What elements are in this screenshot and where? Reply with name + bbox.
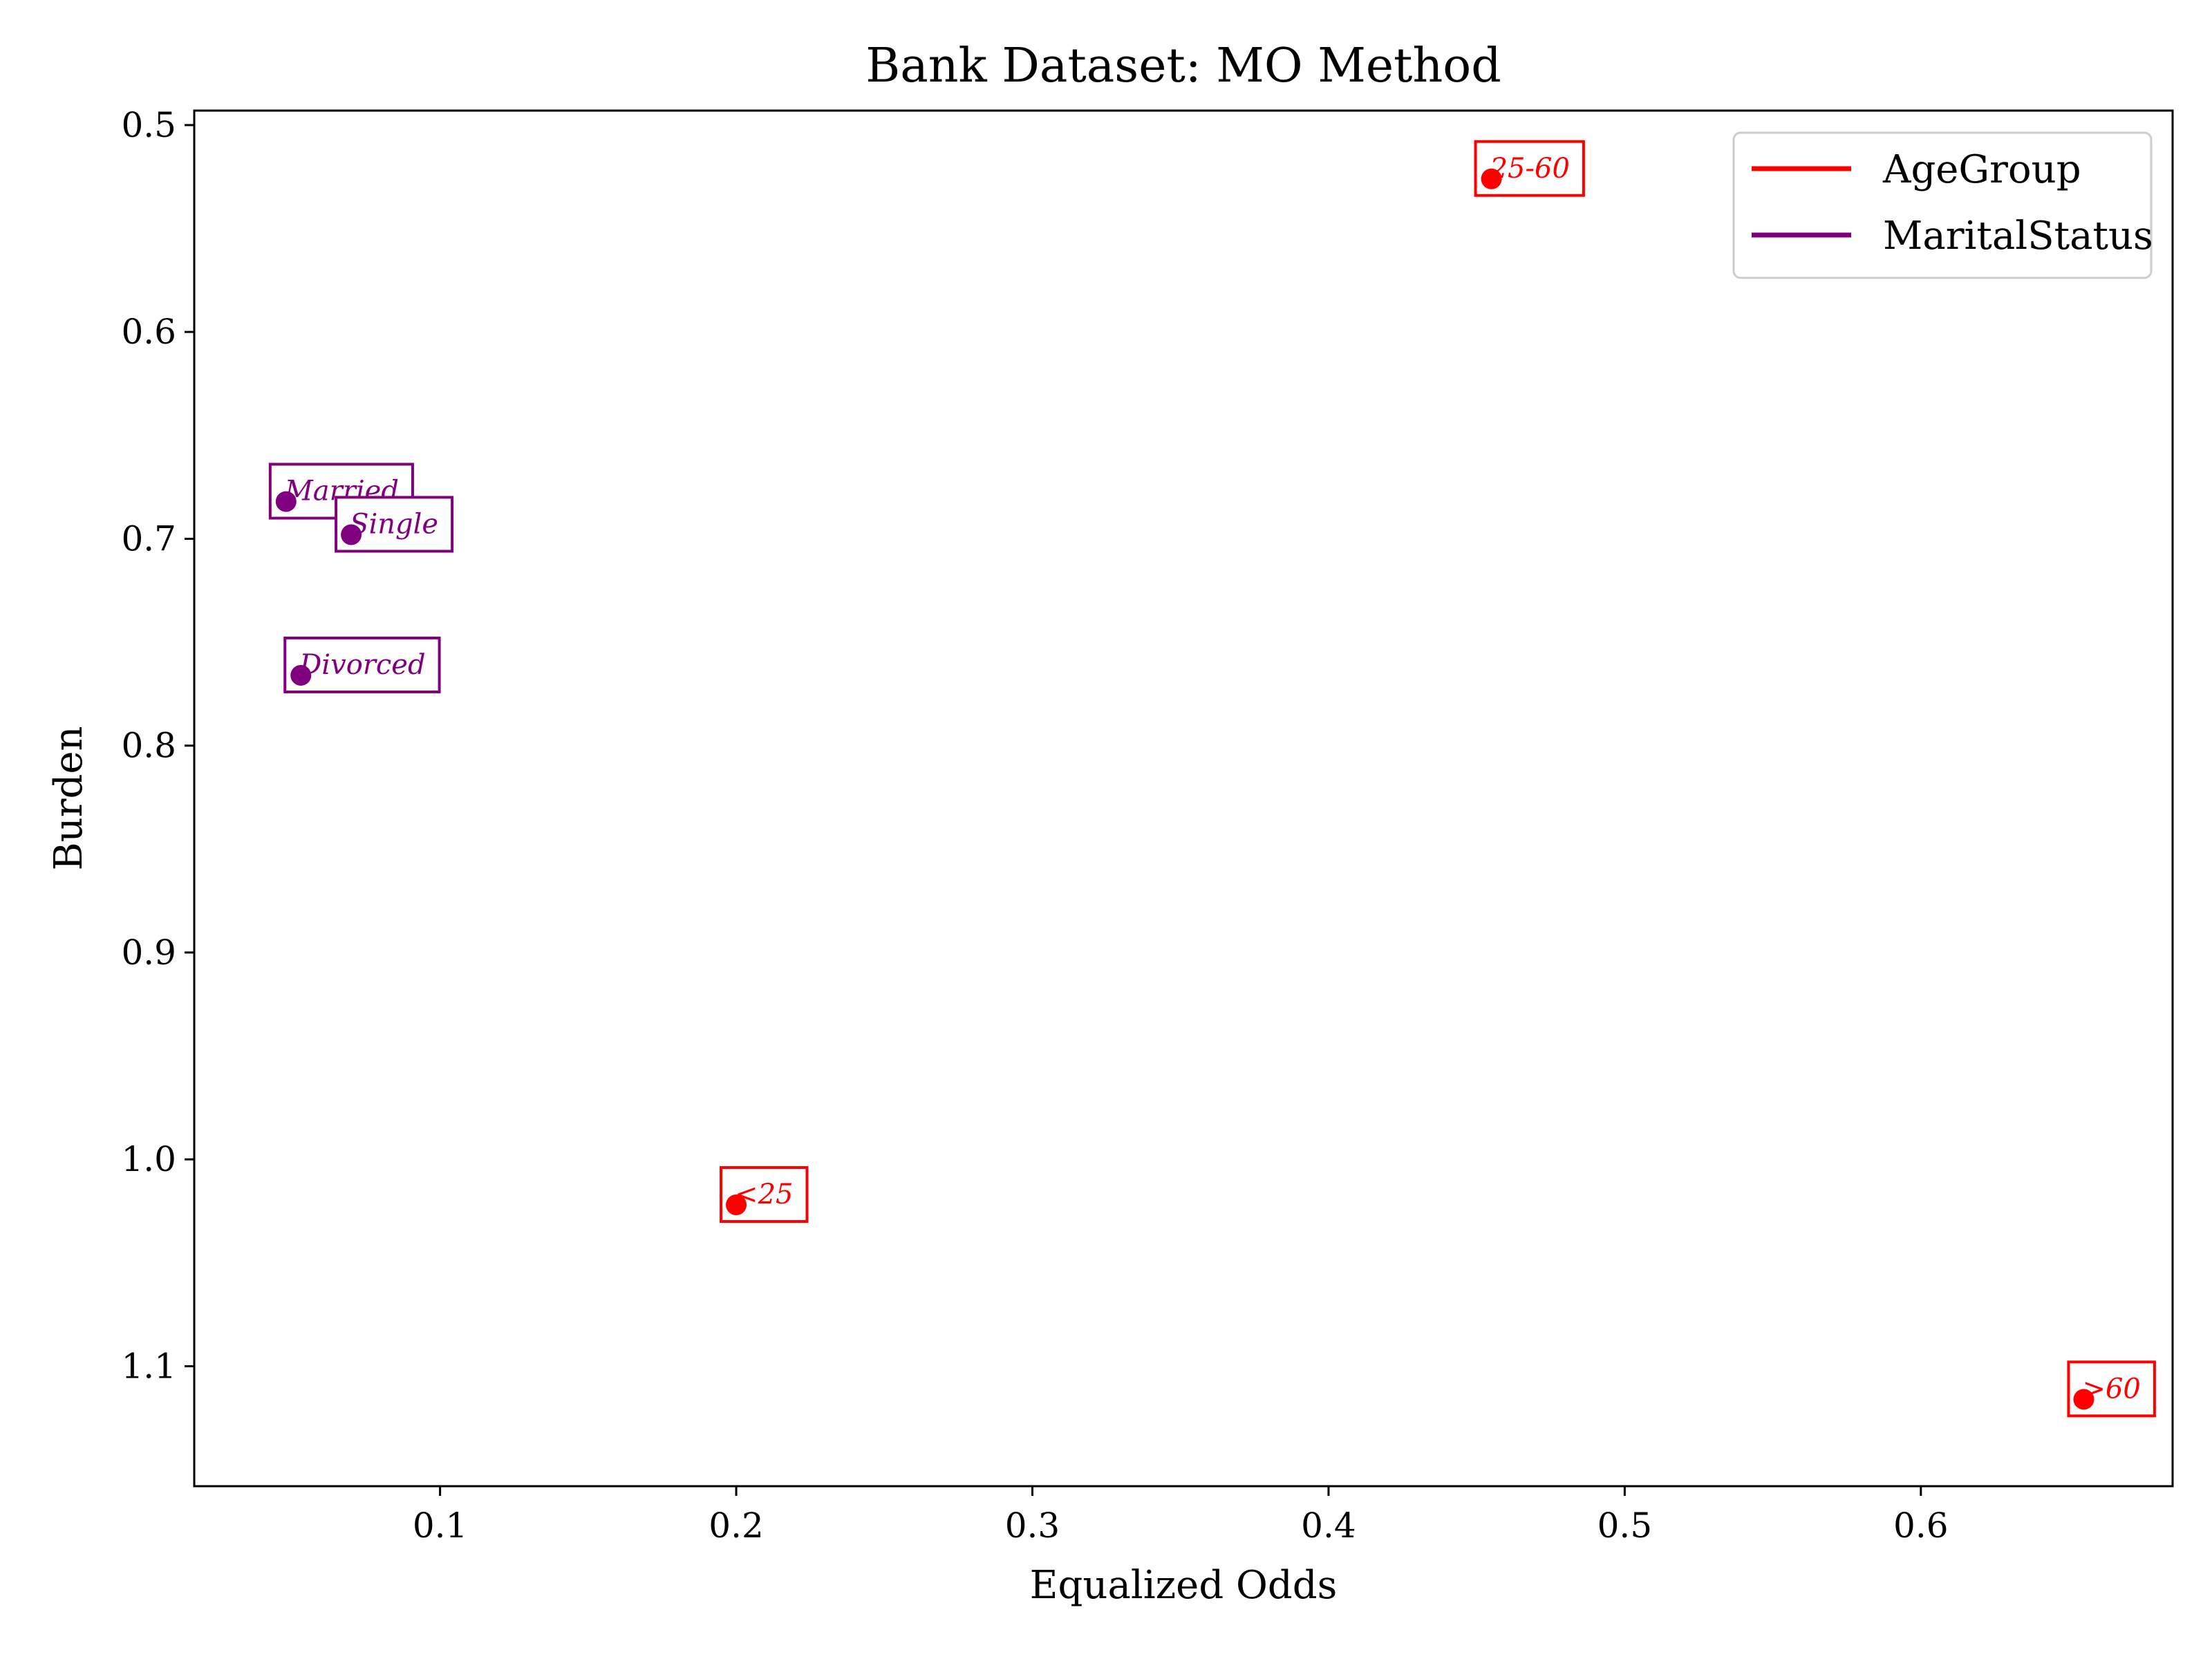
scatter-point <box>290 664 312 686</box>
y-tick-label: 0.7 <box>121 518 176 559</box>
x-tick-label: 0.6 <box>1893 1506 1949 1546</box>
scatter-point <box>1481 168 1502 189</box>
x-tick-label: 0.2 <box>709 1506 764 1546</box>
x-tick-label: 0.5 <box>1597 1506 1653 1546</box>
plot-frame <box>193 109 2174 1488</box>
y-axis-label: Burden <box>46 726 91 870</box>
x-axis: 0.1 0.2 0.3 0.4 0.5 0.6 <box>413 1486 1949 1546</box>
scatter-point <box>2073 1389 2094 1410</box>
point-label: Divorced <box>299 649 425 681</box>
y-tick-label: 0.5 <box>121 105 176 145</box>
point-label: Single <box>350 508 438 540</box>
x-axis-label: Equalized Odds <box>1030 1563 1338 1608</box>
data-point-group: >60 <box>2067 1360 2156 1418</box>
data-point-group: <25 <box>720 1166 809 1224</box>
data-point-group: Divorced <box>283 636 441 693</box>
legend: AgeGroup MaritalStatus <box>1732 131 2153 279</box>
data-point-group: 25-60 <box>1474 140 1585 197</box>
y-tick-label: 0.8 <box>121 726 176 766</box>
y-tick-label: 1.1 <box>121 1346 176 1386</box>
x-tick-label: 0.3 <box>1005 1506 1060 1546</box>
y-axis: 0.5 0.6 0.7 0.8 0.9 1.0 1.1 <box>121 105 194 1386</box>
x-tick-label: 0.1 <box>413 1506 468 1546</box>
point-label: 25-60 <box>1490 153 1570 185</box>
y-tick-label: 0.6 <box>121 312 176 352</box>
y-tick-label: 1.0 <box>121 1139 176 1179</box>
scatter-point <box>275 491 297 512</box>
legend-label: MaritalStatus <box>1883 214 2153 259</box>
y-tick-label: 0.9 <box>121 932 176 973</box>
scatter-point <box>341 524 362 545</box>
scatter-point <box>726 1194 747 1216</box>
data-point-group: Single <box>335 496 454 553</box>
chart-title: Bank Dataset: MO Method <box>865 39 1501 93</box>
legend-label: AgeGroup <box>1882 147 2081 192</box>
point-label-box <box>283 636 441 693</box>
x-tick-label: 0.4 <box>1301 1506 1356 1546</box>
